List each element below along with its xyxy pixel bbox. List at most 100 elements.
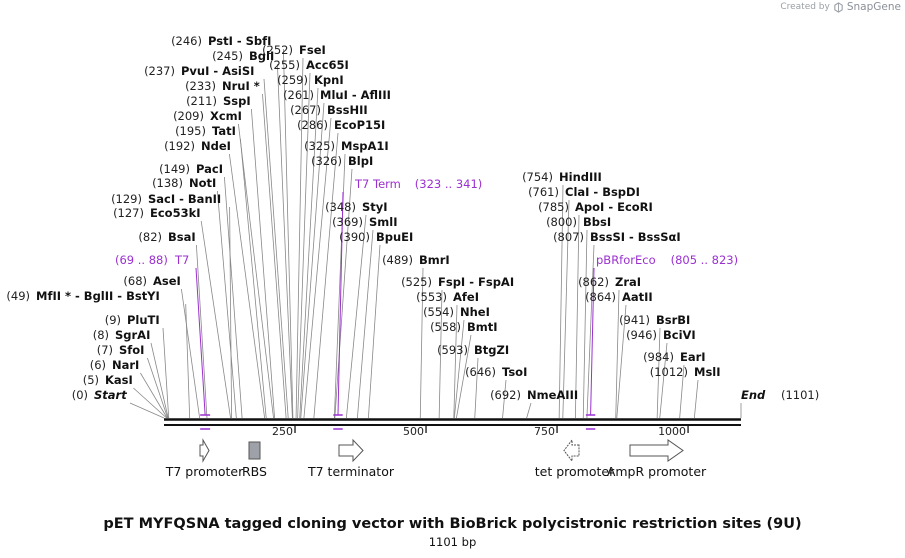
site-label-pvui-asisi[interactable]: PvuI - AsiSI	[181, 64, 254, 78]
site-label-nrui[interactable]: NruI *	[222, 79, 260, 93]
site-label-blpi[interactable]: BlpI	[348, 154, 373, 168]
site-position-acc65i: (255)	[269, 58, 300, 72]
annotation-rbs[interactable]: RBS	[242, 441, 267, 479]
site-label-tati[interactable]: TatI	[212, 124, 236, 138]
site-label-kasi[interactable]: KasI	[105, 373, 133, 387]
site-label-ndei[interactable]: NdeI	[201, 139, 231, 153]
site-label-hindiii[interactable]: HindIII	[559, 170, 602, 184]
site-label-tsoi[interactable]: TsoI	[502, 365, 527, 379]
annotation-label-rbs: RBS	[242, 464, 267, 479]
site-position-tsoi: (646)	[465, 365, 496, 379]
site-label-bsshii[interactable]: BssHII	[327, 103, 368, 117]
site-position-styi: (348)	[325, 200, 356, 214]
site-label-paci[interactable]: PacI	[196, 162, 223, 176]
annotation-t7-promoter[interactable]: T7 promoter	[165, 438, 244, 479]
site-leader-paci	[224, 176, 243, 419]
site-label-eco53ki[interactable]: Eco53kI	[150, 206, 201, 220]
feature-label-pbrforeco[interactable]: pBRforEco	[596, 253, 656, 267]
site-leader-bgli	[277, 63, 293, 419]
site-label-saci-banii[interactable]: SacI - BanII	[148, 192, 221, 206]
site-label-sspi[interactable]: SspI	[223, 94, 251, 108]
site-label-psti-sbfi[interactable]: PstI - SbfI	[208, 34, 271, 48]
site-label-start[interactable]: Start	[94, 388, 127, 402]
site-label-asei[interactable]: AseI	[153, 274, 181, 288]
site-label-bsai[interactable]: BsaI	[168, 230, 196, 244]
rbs-shape-icon	[248, 441, 261, 460]
site-label-bmri[interactable]: BmrI	[419, 253, 450, 267]
site-label-mfii-bglii-bstyi[interactable]: MfII * - BglII - BstYI	[36, 289, 160, 303]
site-leader-tati	[240, 138, 267, 419]
site-leader-saci-banii	[229, 206, 233, 419]
feature-label-t7[interactable]: T7	[174, 253, 189, 267]
site-label-xcmi[interactable]: XcmI	[210, 109, 242, 123]
site-label-bgli[interactable]: BglI	[249, 49, 274, 63]
site-label-bsrbi[interactable]: BsrBI	[656, 313, 690, 327]
site-label-kpni[interactable]: KpnI	[314, 73, 344, 87]
site-position-xcmi: (209)	[173, 109, 204, 123]
credit-brand: SnapGene	[846, 1, 901, 13]
site-label-msli[interactable]: MslI	[694, 365, 721, 379]
annotation-tet-promoter[interactable]: tet promoter	[535, 438, 615, 479]
site-label-nari[interactable]: NarI	[112, 358, 139, 372]
feature-label-t7-term[interactable]: T7 Term	[354, 177, 401, 191]
site-label-bmti[interactable]: BmtI	[467, 320, 498, 334]
site-position-msli: (1012)	[650, 365, 688, 379]
site-leader-afei	[453, 304, 458, 419]
site-label-bsssi-bsss-i[interactable]: BssSI - BssSαI	[590, 230, 681, 244]
annotation-t7-terminator[interactable]: T7 terminator	[307, 438, 395, 479]
site-leader-eari	[679, 364, 685, 419]
site-leader-bcivi	[659, 342, 668, 419]
site-position-saci-banii: (129)	[111, 192, 142, 206]
site-label-sgrai[interactable]: SgrAI	[115, 328, 150, 342]
site-leader-nari	[140, 372, 168, 419]
site-label-zrai[interactable]: ZraI	[615, 275, 641, 289]
site-label-eari[interactable]: EarI	[680, 350, 706, 364]
site-label-nmeaiii[interactable]: NmeAIII	[527, 388, 578, 402]
site-position-end: (1101)	[781, 388, 819, 402]
site-label-btgzi[interactable]: BtgZI	[474, 343, 509, 357]
site-position-ecop15i: (286)	[297, 118, 328, 132]
snapgene-logo-icon	[834, 1, 843, 13]
sequence-backbone	[164, 418, 741, 426]
feature-markers: T7 (69 .. 88) T7 Term (323 .. 341) pBRforEco…	[115, 177, 739, 430]
site-label-end[interactable]: End	[741, 388, 766, 402]
site-leader-clai-bspdi	[562, 199, 570, 419]
site-leader-apoi-ecori	[574, 214, 580, 419]
site-label-pluti[interactable]: PluTI	[127, 313, 160, 327]
snapgene-credit: Created by SnapGene	[780, 1, 901, 13]
site-leader-zrai	[615, 289, 620, 419]
site-leader-bsai	[196, 244, 208, 419]
site-leader-pvui-asisi	[263, 78, 289, 419]
site-leader-acc65i	[297, 72, 311, 419]
site-label-aatii[interactable]: AatII	[622, 290, 653, 304]
feature-leader-t7-term	[337, 191, 344, 416]
site-label-mlui-afliii[interactable]: MluI - AflIII	[320, 88, 391, 102]
site-label-bcivi[interactable]: BciVI	[663, 328, 696, 342]
site-leader-bsshii	[303, 117, 332, 419]
site-label-mspa1i[interactable]: MspA1I	[341, 139, 389, 153]
site-label-sfoi[interactable]: SfoI	[119, 343, 144, 357]
map-length: 1101 bp	[428, 535, 477, 549]
site-label-apoi-ecori[interactable]: ApoI - EcoRI	[575, 200, 653, 214]
site-label-fspi-fspai[interactable]: FspI - FspAI	[438, 275, 514, 289]
site-label-nhei[interactable]: NheI	[460, 305, 490, 319]
site-label-bpuei[interactable]: BpuEI	[376, 230, 413, 244]
site-label-afei[interactable]: AfeI	[453, 290, 479, 304]
site-label-smli[interactable]: SmlI	[369, 215, 398, 229]
annotation-label-t7-terminator: T7 terminator	[307, 464, 395, 479]
site-label-fsei[interactable]: FseI	[299, 43, 326, 57]
site-label-acc65i[interactable]: Acc65I	[306, 58, 349, 72]
site-position-sgrai: (8)	[93, 328, 109, 342]
annotation-ampr-promoter[interactable]: AmpR promoter	[607, 439, 707, 479]
site-position-eari: (984)	[643, 350, 674, 364]
site-leader-psti-sbfi	[283, 48, 294, 419]
site-position-noti: (138)	[152, 176, 183, 190]
site-label-clai-bspdi[interactable]: ClaI - BspDI	[565, 185, 640, 199]
site-label-ecop15i[interactable]: EcoP15I	[334, 118, 385, 132]
feature-range-pbrforeco: (805 .. 823)	[671, 253, 739, 267]
site-label-noti[interactable]: NotI	[189, 176, 216, 190]
site-label-styi[interactable]: StyI	[362, 200, 388, 214]
site-label-bbsi[interactable]: BbsI	[583, 215, 611, 229]
site-position-paci: (149)	[159, 162, 190, 176]
